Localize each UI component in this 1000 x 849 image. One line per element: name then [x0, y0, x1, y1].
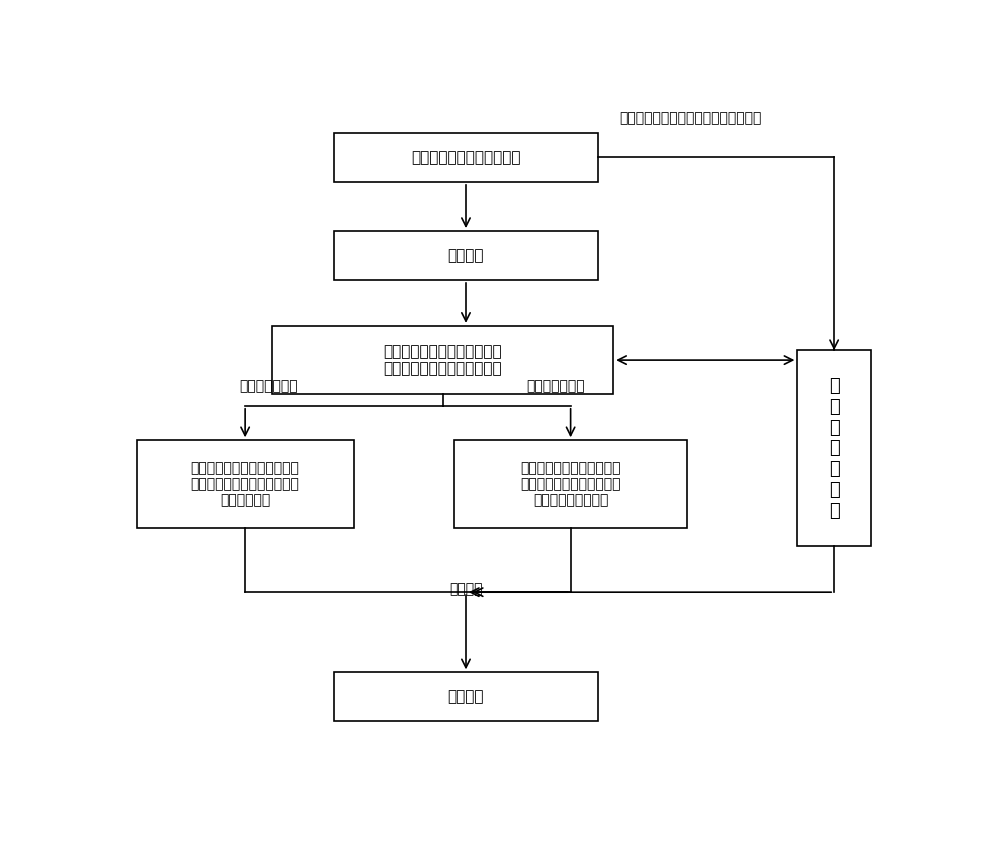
Text: 二维码与停车场管理系统后台映射连接: 二维码与停车场管理系统后台映射连接	[620, 111, 762, 125]
Bar	[334, 672, 598, 722]
Text: 车主将二维码扫描后发送给
第三方人，第三方人根据接
收到的信息进行代付: 车主将二维码扫描后发送给 第三方人，第三方人根据接 收到的信息进行代付	[520, 461, 621, 508]
Bar	[334, 133, 598, 182]
Text: 入场停车: 入场停车	[448, 248, 484, 263]
Text: 入闸取卡，卡上设有二维码: 入闸取卡，卡上设有二维码	[411, 150, 521, 165]
Text: 出闸放行: 出闸放行	[448, 689, 484, 705]
Bar	[334, 231, 598, 280]
Bar	[272, 326, 613, 395]
Bar	[454, 440, 687, 528]
Text: 完成支付: 完成支付	[449, 582, 483, 596]
Text: 第二种支付方式: 第二种支付方式	[526, 380, 584, 393]
Bar	[137, 440, 354, 528]
Bar	[797, 351, 871, 547]
Text: 停
车
场
管
理
系
统: 停 车 场 管 理 系 统	[829, 377, 840, 520]
Text: 第一种支付方式: 第一种支付方式	[239, 380, 298, 393]
Text: 预取车前，在停车场外或停车
场内使用智能手机扫描二维码: 预取车前，在停车场外或停车 场内使用智能手机扫描二维码	[383, 344, 502, 376]
Text: 手机上显示出停车费用信息，
车主在手机上通过支付宝或银
行卡进行支付: 手机上显示出停车费用信息， 车主在手机上通过支付宝或银 行卡进行支付	[191, 461, 300, 508]
